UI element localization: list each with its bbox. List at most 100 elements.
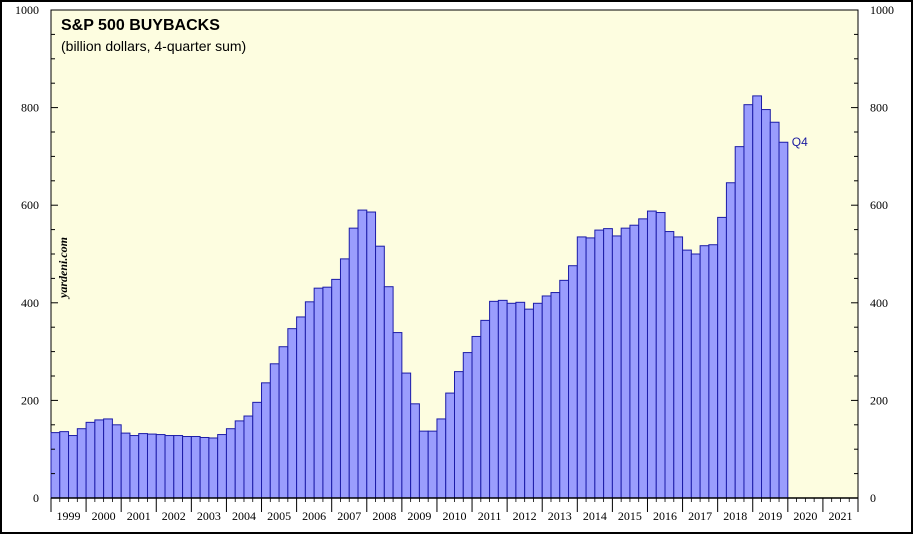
bar: [585, 237, 596, 499]
y-tick-label-right: 600: [870, 198, 888, 212]
bar: [752, 95, 763, 499]
bar: [111, 424, 122, 499]
bar: [725, 182, 736, 499]
bar: [383, 286, 394, 499]
bar: [410, 403, 420, 499]
y-tick-label-left: 0: [33, 491, 39, 505]
bar: [690, 253, 701, 499]
bar: [673, 236, 684, 499]
bar: [489, 300, 499, 499]
y-tick-label-left: 400: [21, 296, 39, 310]
bar: [357, 209, 368, 499]
x-tick-label: 2003: [197, 509, 221, 523]
bar: [392, 332, 403, 499]
bar: [243, 415, 254, 499]
bar: [436, 418, 447, 499]
bar: [462, 352, 473, 499]
x-tick-label: 2006: [302, 509, 326, 523]
bar: [576, 236, 587, 499]
y-tick-label-left: 600: [21, 198, 39, 212]
bar: [366, 211, 377, 499]
bar: [199, 436, 210, 499]
bar: [322, 286, 333, 499]
bar: [155, 434, 166, 499]
bar: [708, 244, 719, 499]
bar: [173, 435, 184, 499]
bar: [497, 299, 508, 499]
bar: [287, 328, 298, 499]
bar: [603, 228, 613, 499]
y-tick-label-right: 1000: [870, 3, 894, 17]
bar: [568, 265, 578, 499]
bar: [304, 301, 315, 499]
bar: [182, 436, 192, 499]
bar: [120, 432, 131, 499]
bar: [541, 295, 552, 499]
x-tick-label: 2000: [92, 509, 116, 523]
bar: [427, 430, 438, 499]
y-tick-label-right: 0: [870, 491, 876, 505]
bar: [225, 428, 236, 499]
y-tick-label-left: 1000: [15, 3, 39, 17]
bar: [76, 428, 87, 499]
bar: [296, 316, 306, 499]
bar: [190, 436, 201, 499]
x-tick-label: 2001: [127, 509, 151, 523]
x-axis: 1999 2000 2001 2002 2003 2004 2005 2006 2007 2008…: [50, 497, 859, 523]
y-axis-right: 0 200 400 600 800 1000: [851, 3, 894, 505]
x-tick-label: 2019: [758, 509, 782, 523]
x-tick-label: 2013: [548, 509, 572, 523]
bar-series: [50, 95, 789, 499]
bar: [94, 419, 105, 499]
x-tick-label: 2015: [618, 509, 642, 523]
bar: [743, 104, 754, 499]
bar: [734, 146, 745, 499]
bar: [682, 249, 692, 499]
x-tick-label: 2009: [407, 509, 431, 523]
bar: [559, 279, 570, 499]
x-tick-label: 2004: [232, 509, 256, 523]
bar: [50, 432, 61, 499]
chart-title: S&P 500 BUYBACKS: [61, 17, 220, 34]
x-tick-label: 2007: [337, 509, 361, 523]
bar: [217, 434, 227, 499]
x-tick-label: 2014: [583, 509, 607, 523]
x-tick-label: 2010: [443, 509, 467, 523]
bar: [339, 258, 350, 499]
bar: [550, 292, 561, 499]
bar: [515, 301, 526, 499]
bar: [234, 420, 245, 499]
bar: [278, 346, 289, 499]
bar: [445, 392, 456, 499]
bar: [348, 227, 359, 499]
bar: [664, 231, 675, 499]
bar: [524, 308, 534, 499]
bar: [269, 363, 280, 499]
x-tick-label: 2017: [688, 509, 712, 523]
bar: [85, 421, 96, 499]
x-tick-label: 2002: [162, 509, 186, 523]
bar: [418, 430, 429, 499]
bar: [375, 245, 385, 499]
bar: [401, 372, 412, 499]
bar: [761, 109, 771, 499]
bar: [594, 229, 605, 499]
chart-subtitle: (billion dollars, 4-quarter sum): [61, 38, 246, 54]
bar: [208, 437, 219, 499]
bar: [331, 278, 341, 499]
annotation-q4: Q4: [792, 135, 808, 149]
x-tick-label: 2012: [513, 509, 537, 523]
x-tick-label: 2011: [478, 509, 502, 523]
watermark-text: yardeni.com: [56, 237, 70, 300]
x-tick-label: 2008: [372, 509, 396, 523]
y-axis-left: 0 200 400 600 800 1000: [15, 3, 58, 505]
bar: [778, 141, 789, 499]
bar: [506, 302, 517, 499]
y-tick-label-left: 800: [21, 101, 39, 115]
x-tick-label: 1999: [57, 509, 81, 523]
x-tick-label: 2018: [723, 509, 747, 523]
y-tick-label-right: 800: [870, 101, 888, 115]
bar: [146, 433, 157, 499]
bar: [129, 435, 140, 499]
